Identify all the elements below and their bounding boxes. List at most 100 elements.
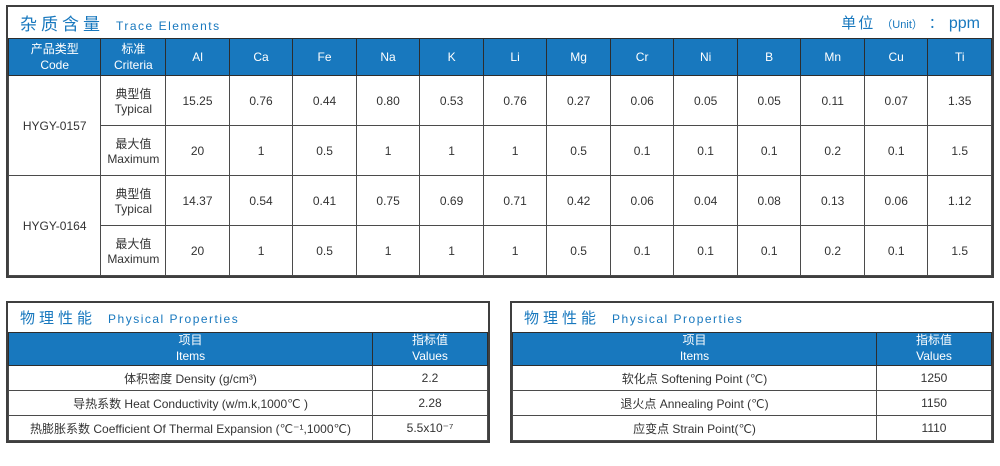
value-cell: 0.76	[482, 75, 548, 126]
value-cell: 0.1	[673, 125, 738, 176]
physical-right-title-bar: 物理性能 Physical Properties	[512, 303, 992, 332]
item-cell: 软化点 Softening Point (℃)	[511, 365, 878, 391]
criteria-cell: 最大值 Maximum	[100, 125, 167, 176]
criteria-header-en: Criteria	[113, 58, 153, 72]
value-cell: 0.1	[736, 125, 802, 176]
criteria-label-zh: 最大值	[115, 137, 152, 151]
criteria-cell: 最大值 Maximum	[100, 225, 167, 276]
trace-elements-title: 杂质含量 Trace Elements	[20, 10, 221, 35]
item-cell: 退火点 Annealing Point (℃)	[511, 390, 878, 416]
product-code-cell: HYGY-0157	[7, 75, 102, 176]
criteria-label-en: Maximum	[107, 252, 160, 266]
value-cell: 0.5	[292, 125, 357, 176]
value-cell: 0.1	[673, 225, 738, 276]
criteria-header-zh: 标准	[121, 41, 146, 56]
value-cell: 2.2	[372, 365, 488, 391]
value-cell: 1	[482, 225, 548, 276]
column-header-values: 指标值 Values	[876, 332, 992, 366]
value-cell: 0.1	[863, 125, 929, 176]
unit-zh: 单位	[841, 15, 876, 32]
column-header-element: Na	[355, 38, 421, 76]
value-cell: 20	[165, 125, 230, 176]
trace-elements-table: 产品类型 Code 标准 Criteria Al Ca Fe Na K Li M…	[7, 38, 992, 276]
table-row: HYGY-0157 典型值 Typical 15.25 0.76 0.44 0.…	[7, 75, 992, 176]
product-code-cell: HYGY-0164	[7, 175, 102, 276]
value-cell: 20	[165, 225, 230, 276]
item-cell: 体积密度 Density (g/cm³)	[7, 365, 374, 391]
value-cell: 0.04	[673, 175, 738, 226]
value-cell: 0.54	[228, 175, 294, 226]
code-header-zh: 产品类型	[30, 41, 79, 56]
criteria-label-zh: 最大值	[115, 237, 152, 251]
column-header-criteria: 标准 Criteria	[100, 38, 167, 76]
column-header-values: 指标值 Values	[372, 332, 488, 366]
column-header-items: 项目 Items	[511, 332, 878, 366]
value-cell: 14.37	[165, 175, 230, 226]
value-cell: 1.35	[927, 75, 992, 126]
code-header-en: Code	[40, 58, 70, 72]
trace-title-zh: 杂质含量	[20, 15, 104, 34]
value-cell: 2.28	[372, 390, 488, 416]
column-header-element: Ti	[927, 38, 992, 76]
items-header-zh: 项目	[178, 333, 203, 348]
values-header-zh: 指标值	[916, 333, 953, 348]
criteria-label-en: Maximum	[107, 152, 160, 166]
value-cell: 1	[228, 225, 294, 276]
table-row: 体积密度 Density (g/cm³) 2.2	[7, 365, 488, 391]
value-cell: 0.44	[292, 75, 357, 126]
unit-en: （Unit）	[881, 19, 923, 31]
value-cell: 0.42	[546, 175, 611, 226]
value-cell: 1.5	[927, 225, 992, 276]
value-cell: 0.5	[546, 125, 611, 176]
physical-left-title: 物理性能 Physical Properties	[20, 307, 239, 328]
criteria-label-en: Typical	[114, 202, 152, 216]
items-header-zh: 项目	[682, 333, 707, 348]
value-cell: 0.11	[800, 75, 865, 126]
column-header-element: Ca	[228, 38, 294, 76]
value-cell: 0.75	[355, 175, 421, 226]
value-cell: 0.1	[736, 225, 802, 276]
value-cell: 0.2	[800, 225, 865, 276]
physical-properties-left-section: 物理性能 Physical Properties 项目 Items 指标值 Va…	[6, 301, 490, 443]
criteria-cell: 典型值 Typical	[100, 175, 167, 226]
value-cell: 1150	[876, 390, 992, 416]
column-header-element: Mn	[800, 38, 865, 76]
column-header-element: Ni	[673, 38, 738, 76]
value-cell: 1250	[876, 365, 992, 391]
physical-left-title-bar: 物理性能 Physical Properties	[8, 303, 488, 332]
value-cell: 1	[482, 125, 548, 176]
column-header-element: Al	[165, 38, 230, 76]
item-cell: 热膨胀系数 Coefficient Of Thermal Expansion (…	[7, 415, 374, 441]
value-cell: 1.5	[927, 125, 992, 176]
criteria-label-zh: 典型值	[115, 187, 152, 201]
criteria-label-en: Typical	[114, 102, 152, 116]
column-header-element: K	[419, 38, 484, 76]
column-header-code: 产品类型 Code	[7, 38, 102, 76]
value-cell: 0.71	[482, 175, 548, 226]
physical-left-title-zh: 物理性能	[20, 310, 97, 327]
value-cell: 0.41	[292, 175, 357, 226]
value-cell: 1	[228, 125, 294, 176]
value-cell: 0.1	[609, 225, 675, 276]
physical-properties-row: 物理性能 Physical Properties 项目 Items 指标值 Va…	[6, 301, 994, 443]
value-cell: 1110	[876, 415, 992, 441]
value-cell: 0.80	[355, 75, 421, 126]
column-header-element: Fe	[292, 38, 357, 76]
criteria-label-zh: 典型值	[115, 87, 152, 101]
value-cell: 0.13	[800, 175, 865, 226]
value-cell: 1	[355, 125, 421, 176]
value-cell: 1	[419, 225, 484, 276]
value-cell: 0.06	[863, 175, 929, 226]
item-cell: 应变点 Strain Point(℃)	[511, 415, 878, 441]
unit-separator: ：	[928, 15, 943, 31]
value-cell: 0.1	[609, 125, 675, 176]
value-cell: 0.07	[863, 75, 929, 126]
value-cell: 0.05	[673, 75, 738, 126]
physical-left-title-en: Physical Properties	[108, 312, 240, 326]
value-cell: 0.76	[228, 75, 294, 126]
value-cell: 0.5	[292, 225, 357, 276]
value-cell: 0.27	[546, 75, 611, 126]
item-cell: 导热系数 Heat Conductivity (w/m.k,1000℃ )	[7, 390, 374, 416]
value-cell: 15.25	[165, 75, 230, 126]
trace-elements-title-bar: 杂质含量 Trace Elements 单位 （Unit） ： ppm	[8, 7, 992, 38]
